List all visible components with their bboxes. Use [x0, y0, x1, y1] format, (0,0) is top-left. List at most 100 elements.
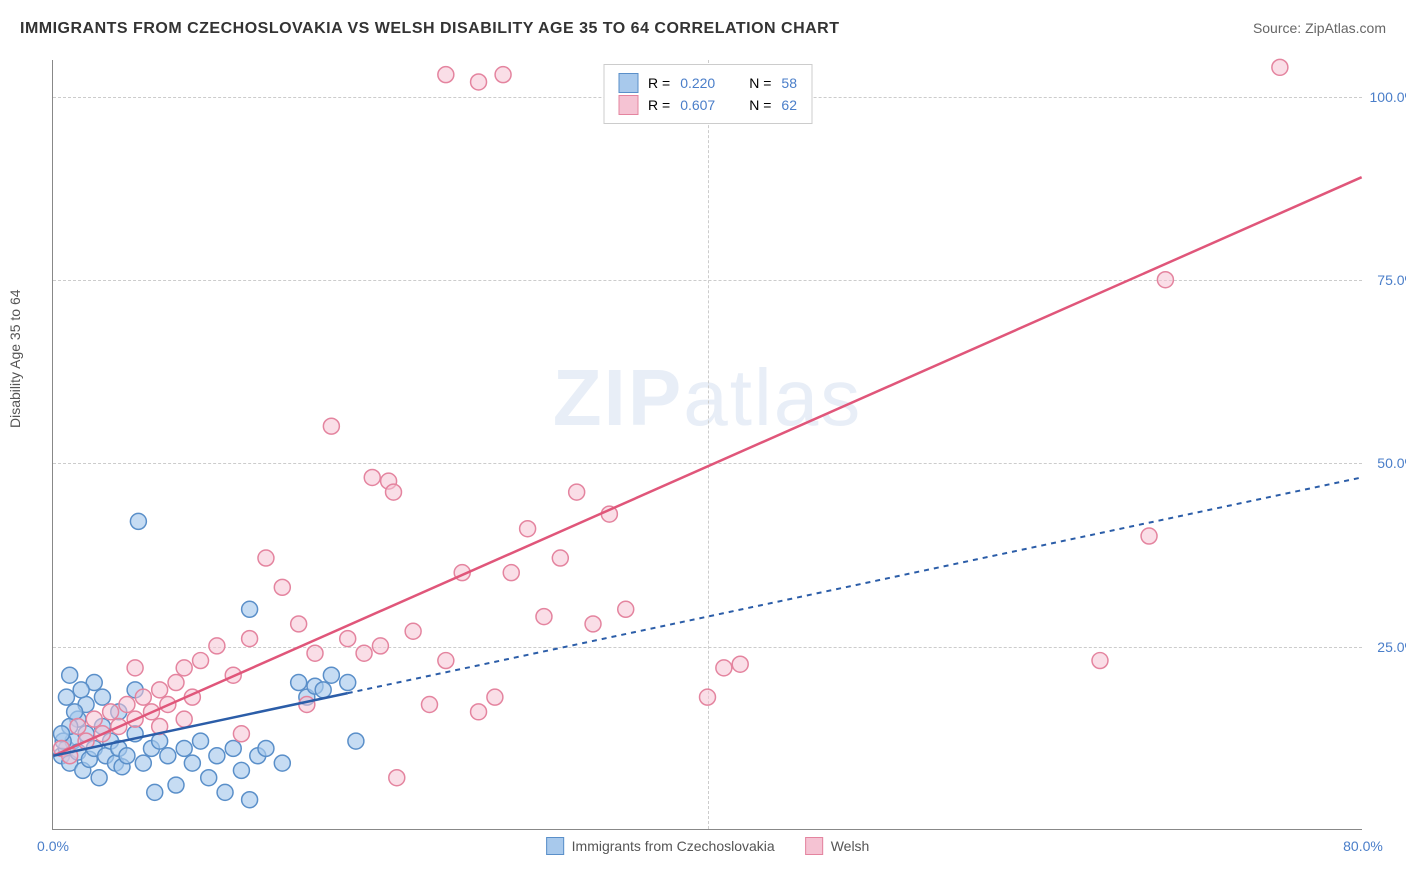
- scatter-point: [209, 638, 225, 654]
- scatter-point: [340, 675, 356, 691]
- scatter-point: [356, 645, 372, 661]
- scatter-point: [147, 784, 163, 800]
- legend-swatch-series-2: [805, 837, 823, 855]
- scatter-point: [323, 418, 339, 434]
- scatter-point: [73, 682, 89, 698]
- series-legend: Immigrants from Czechoslovakia Welsh: [546, 837, 870, 855]
- scatter-point: [233, 762, 249, 778]
- scatter-point: [258, 550, 274, 566]
- scatter-point: [340, 631, 356, 647]
- scatter-point: [193, 733, 209, 749]
- x-tick-label: 0.0%: [37, 838, 69, 854]
- scatter-point: [168, 675, 184, 691]
- scatter-point: [209, 748, 225, 764]
- trend-line-dashed: [348, 477, 1362, 693]
- scatter-point: [1272, 59, 1288, 75]
- scatter-point: [176, 711, 192, 727]
- scatter-point: [618, 601, 634, 617]
- scatter-point: [299, 697, 315, 713]
- source-attribution: Source: ZipAtlas.com: [1253, 20, 1386, 36]
- scatter-point: [58, 689, 74, 705]
- legend-label-series-1: Immigrants from Czechoslovakia: [572, 838, 775, 854]
- scatter-point: [201, 770, 217, 786]
- scatter-point: [135, 755, 151, 771]
- scatter-point: [323, 667, 339, 683]
- scatter-point: [242, 601, 258, 617]
- scatter-point: [585, 616, 601, 632]
- chart-plot-area: ZIPatlas R = 0.220 N = 58 R = 0.607 N = …: [52, 60, 1362, 830]
- scatter-point: [160, 748, 176, 764]
- scatter-point: [471, 74, 487, 90]
- y-axis-label: Disability Age 35 to 64: [7, 289, 23, 428]
- scatter-point: [91, 770, 107, 786]
- scatter-point: [176, 740, 192, 756]
- scatter-point: [217, 784, 233, 800]
- scatter-point: [119, 697, 135, 713]
- legend-item-2: Welsh: [805, 837, 870, 855]
- scatter-point: [1157, 272, 1173, 288]
- scatter-point: [495, 67, 511, 83]
- scatter-point: [389, 770, 405, 786]
- scatter-point: [225, 740, 241, 756]
- trend-line: [53, 177, 1361, 756]
- scatter-point: [386, 484, 402, 500]
- scatter-svg: [53, 60, 1362, 829]
- scatter-point: [184, 755, 200, 771]
- scatter-point: [716, 660, 732, 676]
- chart-title: IMMIGRANTS FROM CZECHOSLOVAKIA VS WELSH …: [20, 20, 840, 38]
- scatter-point: [176, 660, 192, 676]
- scatter-point: [291, 675, 307, 691]
- scatter-point: [54, 726, 70, 742]
- scatter-point: [438, 653, 454, 669]
- scatter-point: [274, 755, 290, 771]
- y-tick-label: 25.0%: [1377, 639, 1406, 655]
- scatter-point: [569, 484, 585, 500]
- scatter-point: [307, 645, 323, 661]
- y-tick-label: 75.0%: [1377, 272, 1406, 288]
- scatter-point: [291, 616, 307, 632]
- legend-label-series-2: Welsh: [831, 838, 870, 854]
- scatter-point: [135, 689, 151, 705]
- scatter-point: [552, 550, 568, 566]
- scatter-point: [119, 748, 135, 764]
- y-tick-label: 50.0%: [1377, 455, 1406, 471]
- scatter-point: [62, 667, 78, 683]
- scatter-point: [471, 704, 487, 720]
- scatter-point: [520, 521, 536, 537]
- legend-swatch-series-1: [546, 837, 564, 855]
- y-tick-label: 100.0%: [1370, 89, 1406, 105]
- scatter-point: [127, 660, 143, 676]
- scatter-point: [421, 697, 437, 713]
- legend-item-1: Immigrants from Czechoslovakia: [546, 837, 775, 855]
- scatter-point: [1092, 653, 1108, 669]
- scatter-point: [700, 689, 716, 705]
- scatter-point: [1141, 528, 1157, 544]
- scatter-point: [503, 565, 519, 581]
- scatter-point: [258, 740, 274, 756]
- scatter-point: [193, 653, 209, 669]
- scatter-point: [242, 792, 258, 808]
- scatter-point: [233, 726, 249, 742]
- scatter-point: [67, 704, 83, 720]
- scatter-point: [315, 682, 331, 698]
- scatter-point: [242, 631, 258, 647]
- scatter-point: [372, 638, 388, 654]
- scatter-point: [405, 623, 421, 639]
- scatter-point: [86, 711, 102, 727]
- scatter-point: [94, 689, 110, 705]
- scatter-point: [732, 656, 748, 672]
- scatter-point: [70, 718, 86, 734]
- scatter-point: [274, 579, 290, 595]
- scatter-point: [438, 67, 454, 83]
- scatter-point: [348, 733, 364, 749]
- scatter-point: [168, 777, 184, 793]
- scatter-point: [487, 689, 503, 705]
- source-prefix: Source:: [1253, 20, 1305, 36]
- scatter-point: [364, 469, 380, 485]
- x-tick-label: 80.0%: [1343, 838, 1383, 854]
- scatter-point: [152, 682, 168, 698]
- scatter-point: [130, 513, 146, 529]
- source-name: ZipAtlas.com: [1305, 20, 1386, 36]
- scatter-point: [103, 704, 119, 720]
- scatter-point: [536, 609, 552, 625]
